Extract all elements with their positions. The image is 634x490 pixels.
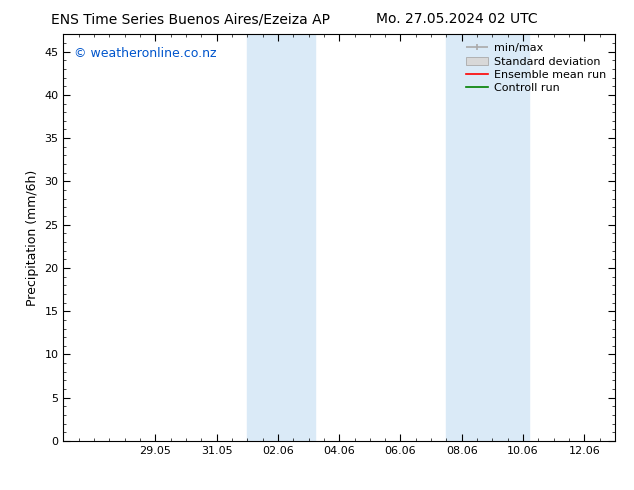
Bar — [446, 34, 529, 441]
Text: Mo. 27.05.2024 02 UTC: Mo. 27.05.2024 02 UTC — [376, 12, 537, 26]
Text: ENS Time Series Buenos Aires/Ezeiza AP: ENS Time Series Buenos Aires/Ezeiza AP — [51, 12, 330, 26]
Text: © weatheronline.co.nz: © weatheronline.co.nz — [74, 47, 217, 59]
Legend: min/max, Standard deviation, Ensemble mean run, Controll run: min/max, Standard deviation, Ensemble me… — [463, 40, 609, 97]
Y-axis label: Precipitation (mm/6h): Precipitation (mm/6h) — [26, 170, 39, 306]
Bar — [247, 34, 314, 441]
